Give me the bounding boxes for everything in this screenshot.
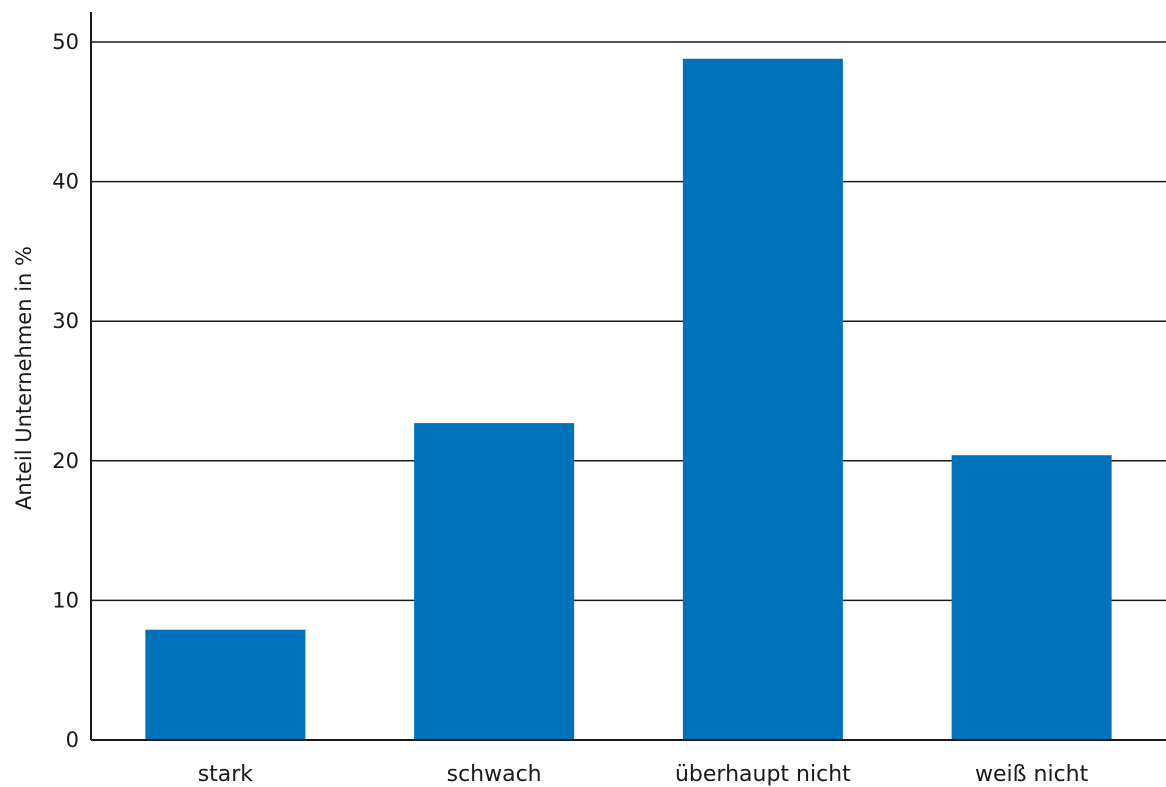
x-tick-label: weiß nicht: [975, 762, 1089, 787]
y-tick-label: 20: [52, 449, 79, 473]
bar: [682, 58, 843, 740]
y-tick-label: 50: [52, 30, 79, 54]
y-tick-label: 10: [52, 588, 79, 612]
bar: [145, 629, 306, 740]
bar: [414, 423, 575, 740]
y-tick-labels: 0 10 20 30 40 50: [52, 30, 79, 752]
x-tick-label: schwach: [447, 762, 542, 787]
x-tick-label: überhaupt nicht: [675, 762, 851, 787]
x-tick-label: stark: [198, 762, 254, 787]
x-tick-labels: stark schwach überhaupt nicht weiß nicht: [198, 762, 1089, 787]
bars: [145, 58, 1112, 740]
y-tick-label: 40: [52, 170, 79, 194]
y-tick-label: 30: [52, 309, 79, 333]
y-axis-label: Anteil Unternehmen in %: [12, 246, 36, 510]
bar: [951, 455, 1112, 740]
y-tick-label: 0: [66, 728, 79, 752]
